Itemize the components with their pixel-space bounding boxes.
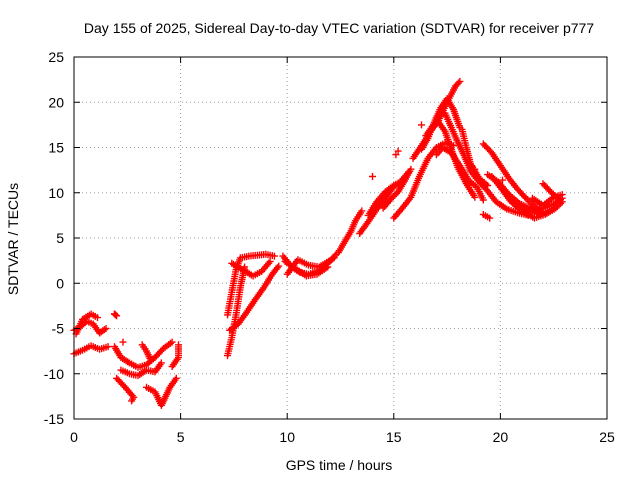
data-point (358, 207, 366, 215)
y-tick-label: -15 (44, 411, 64, 427)
data-point (102, 325, 110, 332)
data-point (556, 196, 564, 204)
axes: 0 5 10 15 20 25 -15 -10 -5 0 5 10 15 20 25 (44, 49, 615, 445)
data-point (147, 356, 155, 364)
grid (74, 57, 607, 419)
x-tick-label: 0 (70, 429, 78, 445)
y-tick-label: 25 (48, 49, 64, 65)
y-axis-label: SDTVAR / TECUs (5, 183, 21, 295)
data-point (471, 193, 479, 201)
y-tick-label: 0 (56, 275, 64, 291)
y-tick-label: -10 (44, 366, 64, 382)
data-point (111, 310, 118, 318)
y-tick-label: -5 (52, 321, 65, 337)
data-points (70, 77, 566, 409)
data-point (369, 173, 376, 180)
data-point (558, 191, 566, 199)
data-point (407, 165, 415, 173)
x-tick-label: 5 (177, 429, 185, 445)
y-tick-label: 5 (56, 230, 64, 246)
data-point (172, 374, 180, 382)
data-point (473, 173, 481, 180)
x-tick-label: 20 (493, 429, 509, 445)
data-point (479, 196, 487, 204)
data-point (499, 176, 506, 184)
data-point (418, 121, 425, 129)
data-point (486, 214, 494, 222)
data-point (266, 258, 274, 265)
data-point (391, 191, 399, 199)
data-point (270, 252, 278, 260)
data-point (273, 264, 281, 272)
data-point (94, 314, 101, 322)
data-point (330, 254, 338, 262)
data-point (388, 194, 396, 202)
data-point (386, 196, 394, 204)
data-point (456, 77, 464, 85)
x-tick-label: 15 (386, 429, 402, 445)
y-tick-label: 20 (48, 94, 64, 110)
y-tick-label: 10 (48, 185, 64, 201)
x-tick-label: 25 (599, 429, 615, 445)
data-point (394, 147, 402, 155)
data-point (455, 79, 462, 87)
x-axis-label: GPS time / hours (286, 457, 393, 473)
data-point (471, 165, 479, 173)
data-point (104, 343, 112, 351)
data-point (128, 397, 136, 405)
x-tick-label: 10 (279, 429, 295, 445)
y-tick-label: 15 (48, 140, 64, 156)
data-point (484, 182, 492, 189)
data-point (100, 326, 108, 334)
data-point (389, 193, 397, 201)
data-point (555, 201, 563, 209)
data-point (168, 338, 176, 346)
chart-title: Day 155 of 2025, Sidereal Day-to-day VTE… (84, 20, 594, 36)
data-point (392, 151, 400, 159)
data-point (553, 203, 561, 211)
data-point (157, 359, 165, 367)
data-point (119, 338, 127, 346)
data-point (467, 162, 475, 170)
data-point (112, 311, 120, 319)
data-point (552, 204, 560, 212)
data-point (275, 262, 283, 270)
data-point (521, 193, 529, 201)
plot-frame (73, 56, 608, 420)
data-point (175, 341, 182, 349)
